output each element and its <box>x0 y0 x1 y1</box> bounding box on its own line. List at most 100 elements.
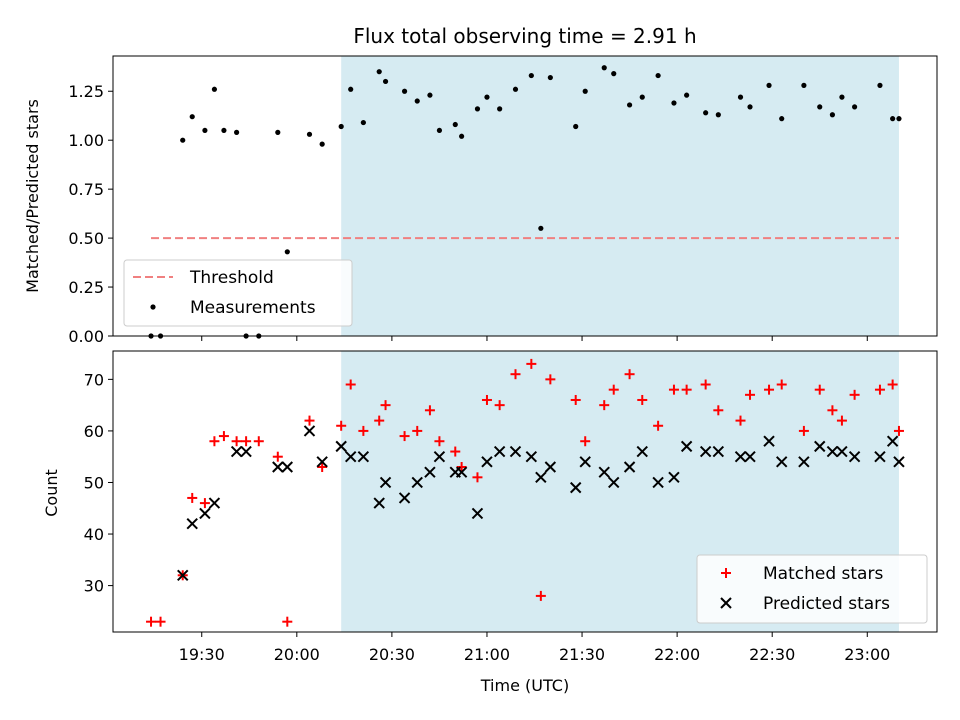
x-tick-label: 20:30 <box>369 645 415 664</box>
ratio-panel: 0.00 0.25 0.50 0.75 1.00 1.25 Flux total obse… <box>23 24 938 346</box>
matched-star-marker <box>494 400 505 411</box>
chart-title: Flux total observing time = 2.91 h <box>353 24 696 48</box>
measurement-point <box>528 72 534 79</box>
matched-star-marker <box>608 384 619 395</box>
matched-star-marker <box>317 462 328 473</box>
ratio-legend: Threshold Measurements <box>123 259 353 327</box>
predicted-star-marker <box>303 425 316 437</box>
matched-star-marker <box>526 358 537 369</box>
legend-threshold-label: Threshold <box>189 268 274 288</box>
matched-star-marker <box>481 394 492 405</box>
matched-star-marker <box>887 379 898 390</box>
predicted-star-marker <box>608 476 620 489</box>
matched-star-marker <box>450 446 461 457</box>
legend-predicted-label: Predicted stars <box>763 594 890 614</box>
predicted-star-marker <box>281 461 294 473</box>
predicted-star-marker <box>652 476 664 489</box>
measurement-point <box>275 129 281 135</box>
predicted-star-marker <box>893 456 905 468</box>
predicted-star-marker <box>398 492 411 504</box>
measurement-point <box>414 98 420 104</box>
ratio-panel-frame <box>112 55 938 337</box>
matched-star-marker <box>798 425 809 436</box>
matched-star-marker <box>849 389 860 400</box>
predicted-star-marker <box>379 476 392 489</box>
predicted-star-marker <box>798 456 810 468</box>
predicted-star-marker <box>424 466 436 478</box>
measurement-point <box>497 106 503 112</box>
matched-star-marker <box>231 436 242 447</box>
measurement-point <box>538 225 544 231</box>
predicted-star-marker <box>335 440 347 453</box>
matched-star-marker <box>380 400 391 411</box>
predicted-star-marker <box>481 456 493 468</box>
ratio-legend-box <box>123 259 353 327</box>
x-tick-label: 20:00 <box>274 645 320 664</box>
predicted-star-marker <box>411 476 423 489</box>
predicted-star-marker <box>744 450 756 463</box>
predicted-star-marker <box>525 450 538 463</box>
predicted-star-marker <box>493 445 506 458</box>
ratio-y-ticks: 0.00 0.25 0.50 0.75 1.00 1.25 <box>68 82 113 346</box>
matched-star-marker <box>209 436 220 447</box>
measurement-point <box>284 249 290 255</box>
measurement-point <box>817 104 823 110</box>
predicted-star-marker <box>230 445 243 458</box>
count-y-axis-label: Count <box>42 469 61 517</box>
x-tick-label: 23:00 <box>844 645 890 664</box>
matched-star-marker <box>358 425 369 436</box>
matched-star-marker <box>624 369 635 380</box>
predicted-star-marker <box>874 450 886 463</box>
predicted-star-marker <box>208 497 221 509</box>
measurement-point <box>382 78 389 85</box>
predicted-star-marker <box>668 471 680 484</box>
matched-star-marker <box>424 405 435 416</box>
predicted-star-marker <box>373 497 385 509</box>
measurement-point <box>376 69 382 75</box>
measurement-point <box>459 133 465 139</box>
matched-star-markers <box>146 358 904 627</box>
matched-star-marker <box>336 420 347 431</box>
matched-star-marker <box>146 616 157 627</box>
measurement-point <box>573 123 579 130</box>
measurement-point <box>684 92 690 98</box>
measurement-point <box>436 127 443 134</box>
matched-star-marker <box>472 472 483 483</box>
matched-star-marker <box>434 436 445 447</box>
matched-star-marker <box>668 384 679 395</box>
measurement-point <box>737 94 744 100</box>
matched-star-marker <box>535 590 546 601</box>
matched-star-marker <box>827 405 838 416</box>
y-tick-label: 60 <box>84 422 104 441</box>
predicted-star-marker <box>814 440 826 453</box>
measurement-point <box>512 86 519 92</box>
predicted-star-marker <box>316 456 328 468</box>
legend-matched-label: Matched stars <box>763 564 883 584</box>
measurement-point <box>202 127 208 134</box>
predicted-star-marker <box>579 456 591 468</box>
matched-star-marker <box>836 415 847 426</box>
predicted-star-marker <box>535 471 547 484</box>
x-tick-label: 19:30 <box>179 645 225 664</box>
matched-star-marker <box>253 436 264 447</box>
y-tick-label: 0.00 <box>68 327 104 346</box>
matched-star-marker <box>304 415 315 426</box>
matched-star-marker <box>187 492 198 503</box>
matched-star-marker <box>653 420 664 431</box>
predicted-star-marker <box>763 435 775 447</box>
measurement-point <box>582 88 588 94</box>
measurement-point <box>877 82 883 88</box>
count-panel: 30 40 50 60 70 19:30 20:00 20:30 21:00 21:30 22:0… <box>42 350 938 695</box>
measurement-point <box>234 129 240 135</box>
measurement-point <box>839 94 845 100</box>
predicted-star-marker <box>186 518 198 530</box>
legend-measurements-label: Measurements <box>190 298 316 318</box>
matched-star-marker <box>580 436 591 447</box>
measurement-point <box>801 82 807 88</box>
predicted-star-marker <box>544 461 557 473</box>
measurement-point <box>180 137 186 143</box>
y-tick-label: 1.25 <box>68 82 104 101</box>
measurement-point <box>639 94 645 100</box>
predicted-star-marker <box>272 461 284 473</box>
